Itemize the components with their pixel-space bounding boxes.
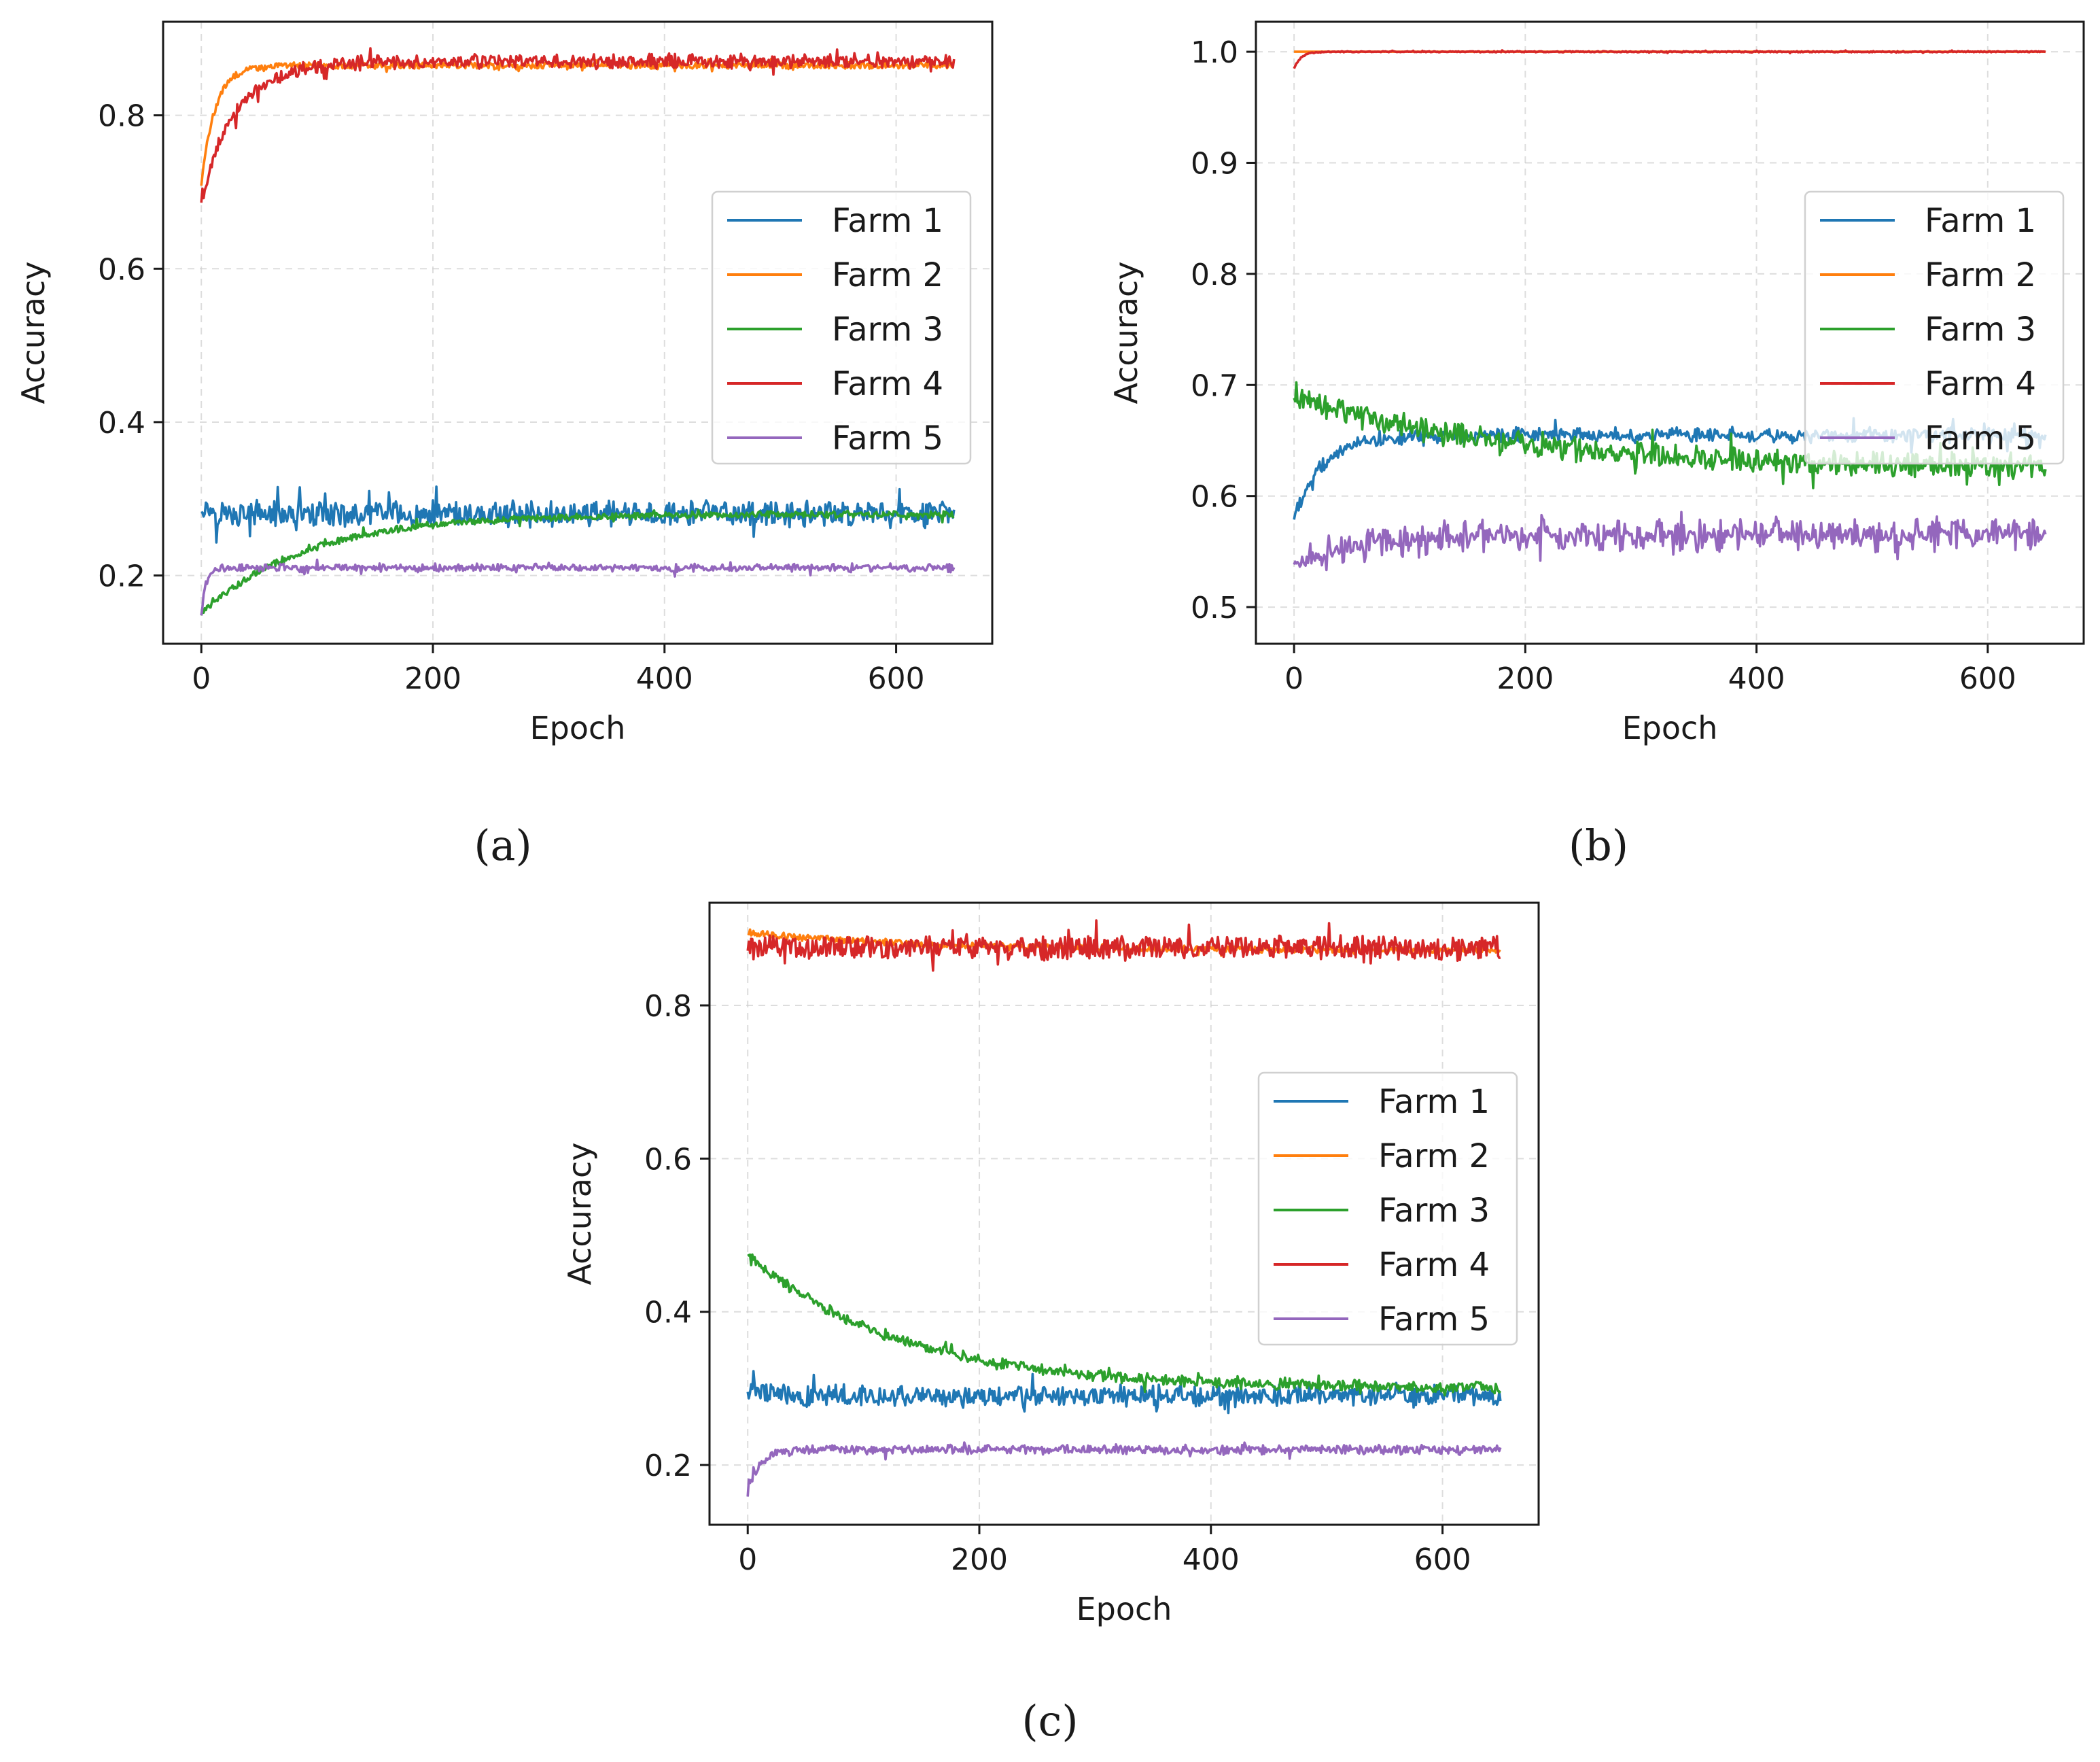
legend-label-farm-2: Farm 2 <box>1378 1137 1490 1175</box>
legend-label-farm-3: Farm 3 <box>832 311 943 349</box>
legend: Farm 1 Farm 2 Farm 3 Farm 4 Farm 5 <box>711 190 972 465</box>
y-axis-label: Accuracy <box>15 261 52 404</box>
x-tick-label: 200 <box>1497 661 1554 696</box>
legend-label-farm-4: Farm 4 <box>832 365 943 403</box>
legend-label-farm-5: Farm 5 <box>1925 419 2036 457</box>
x-axis-label: Epoch <box>530 710 626 746</box>
x-axis-label: Epoch <box>1077 1591 1172 1627</box>
legend-label-farm-5: Farm 5 <box>832 419 943 457</box>
series-line-farm-3 <box>200 508 955 616</box>
x-tick-label: 0 <box>1284 661 1303 696</box>
legend-label-farm-1: Farm 1 <box>832 202 943 240</box>
legend-box <box>1804 190 2065 465</box>
axes-frame <box>708 901 1540 1526</box>
y-tick-label: 0.2 <box>98 559 145 594</box>
legend-label-farm-4: Farm 4 <box>1378 1246 1490 1284</box>
y-tick-label: 0.4 <box>644 1296 692 1330</box>
y-tick-label: 0.4 <box>98 406 145 440</box>
axes-frame <box>162 20 994 645</box>
legend-box <box>711 190 972 465</box>
x-tick-label: 0 <box>192 661 211 696</box>
series-line-farm-3 <box>747 1253 1502 1397</box>
series-line-farm-5 <box>200 558 956 616</box>
x-tick-label: 200 <box>951 1542 1008 1577</box>
panel-caption: (b) <box>1569 820 1628 870</box>
panel-caption: (c) <box>1021 1696 1078 1746</box>
y-tick-label: 0.7 <box>1191 368 1238 403</box>
y-tick-label: 0.6 <box>1191 480 1238 515</box>
series-lines <box>1293 49 2047 572</box>
series-line-farm-4 <box>200 47 956 203</box>
y-tick-label: 0.8 <box>644 989 692 1024</box>
series-line-farm-5 <box>1293 511 2047 572</box>
series-line-farm-3 <box>1293 381 2047 489</box>
legend-label-farm-3: Farm 3 <box>1925 311 2036 349</box>
x-tick-label: 600 <box>1414 1542 1471 1577</box>
legend-label-farm-2: Farm 2 <box>832 256 943 294</box>
legend-label-farm-1: Farm 1 <box>1925 202 2036 240</box>
legend-label-farm-1: Farm 1 <box>1378 1083 1490 1121</box>
legend-label-farm-2: Farm 2 <box>1925 256 2036 294</box>
series-line-farm-5 <box>746 1441 1502 1497</box>
x-tick-label: 0 <box>738 1542 757 1577</box>
y-tick-label: 0.8 <box>98 99 145 134</box>
y-tick-label: 0.5 <box>1191 591 1238 625</box>
legend-label-farm-3: Farm 3 <box>1378 1192 1490 1230</box>
y-tick-label: 0.6 <box>644 1142 692 1177</box>
y-axis-label: Accuracy <box>561 1142 598 1285</box>
y-tick-label: 1.0 <box>1191 35 1238 70</box>
chart-a: 0 200 400 600 0.2 0.4 0.6 0.8 Epoch Accuracy Farm … <box>15 20 994 870</box>
axes-frame <box>1255 20 2085 645</box>
x-tick-label: 400 <box>1728 661 1785 696</box>
series-line-farm-1 <box>746 1370 1502 1415</box>
legend-box <box>1257 1071 1518 1346</box>
legend-label-farm-4: Farm 4 <box>1925 365 2036 403</box>
series-line-farm-4 <box>746 919 1501 972</box>
y-axis-label: Accuracy <box>1108 261 1144 404</box>
x-axis-label: Epoch <box>1622 710 1718 746</box>
y-tick-label: 0.2 <box>644 1449 692 1483</box>
x-tick-label: 600 <box>868 661 925 696</box>
legend-label-farm-5: Farm 5 <box>1378 1300 1490 1338</box>
legend: Farm 1 Farm 2 Farm 3 Farm 4 Farm 5 <box>1804 190 2065 465</box>
x-tick-label: 200 <box>404 661 461 696</box>
y-tick-label: 0.8 <box>1191 258 1238 292</box>
y-tick-label: 0.9 <box>1191 147 1238 182</box>
series-line-farm-4 <box>1293 49 2046 69</box>
y-tick-label: 0.6 <box>98 252 145 287</box>
legend: Farm 1 Farm 2 Farm 3 Farm 4 Farm 5 <box>1257 1071 1518 1346</box>
chart-b: 0 200 400 600 0.5 0.6 0.7 0.8 0.9 1.0 Epoch Accurac… <box>1108 20 2085 870</box>
x-tick-label: 600 <box>1959 661 2016 696</box>
panel-caption: (a) <box>474 820 531 870</box>
x-tick-label: 400 <box>1183 1542 1240 1577</box>
series-lines <box>200 47 956 616</box>
chart-c: 0 200 400 600 0.2 0.4 0.6 0.8 Epoch Accuracy Farm … <box>561 901 1540 1746</box>
series-lines <box>746 919 1502 1497</box>
x-tick-label: 400 <box>636 661 693 696</box>
